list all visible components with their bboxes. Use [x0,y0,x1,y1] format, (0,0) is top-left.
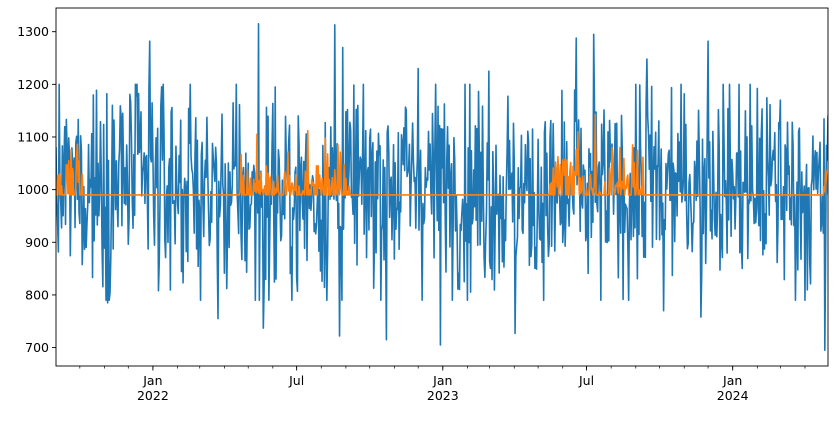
series-blue-line [56,22,828,352]
y-tick-label: 1300 [17,24,49,39]
series-layer [56,22,828,352]
x-tick-year-label: 2023 [427,388,459,403]
x-tick-label: Jul [578,373,594,388]
x-tick-label: Jan [432,373,452,388]
y-tick-label: 700 [25,340,49,355]
x-tick-label: Jul [288,373,304,388]
series-orange-line [56,113,828,196]
y-tick-label: 800 [25,287,49,302]
x-tick-label: Jan [722,373,742,388]
y-tick-label: 900 [25,235,49,250]
y-tick-label: 1200 [17,77,49,92]
x-tick-year-label: 2024 [717,388,749,403]
x-tick-label: Jan [142,373,162,388]
y-tick-label: 1000 [17,182,49,197]
x-tick-year-label: 2022 [137,388,169,403]
y-tick-label: 1100 [17,129,49,144]
plot-frame [55,7,829,367]
plot-area [56,22,828,352]
